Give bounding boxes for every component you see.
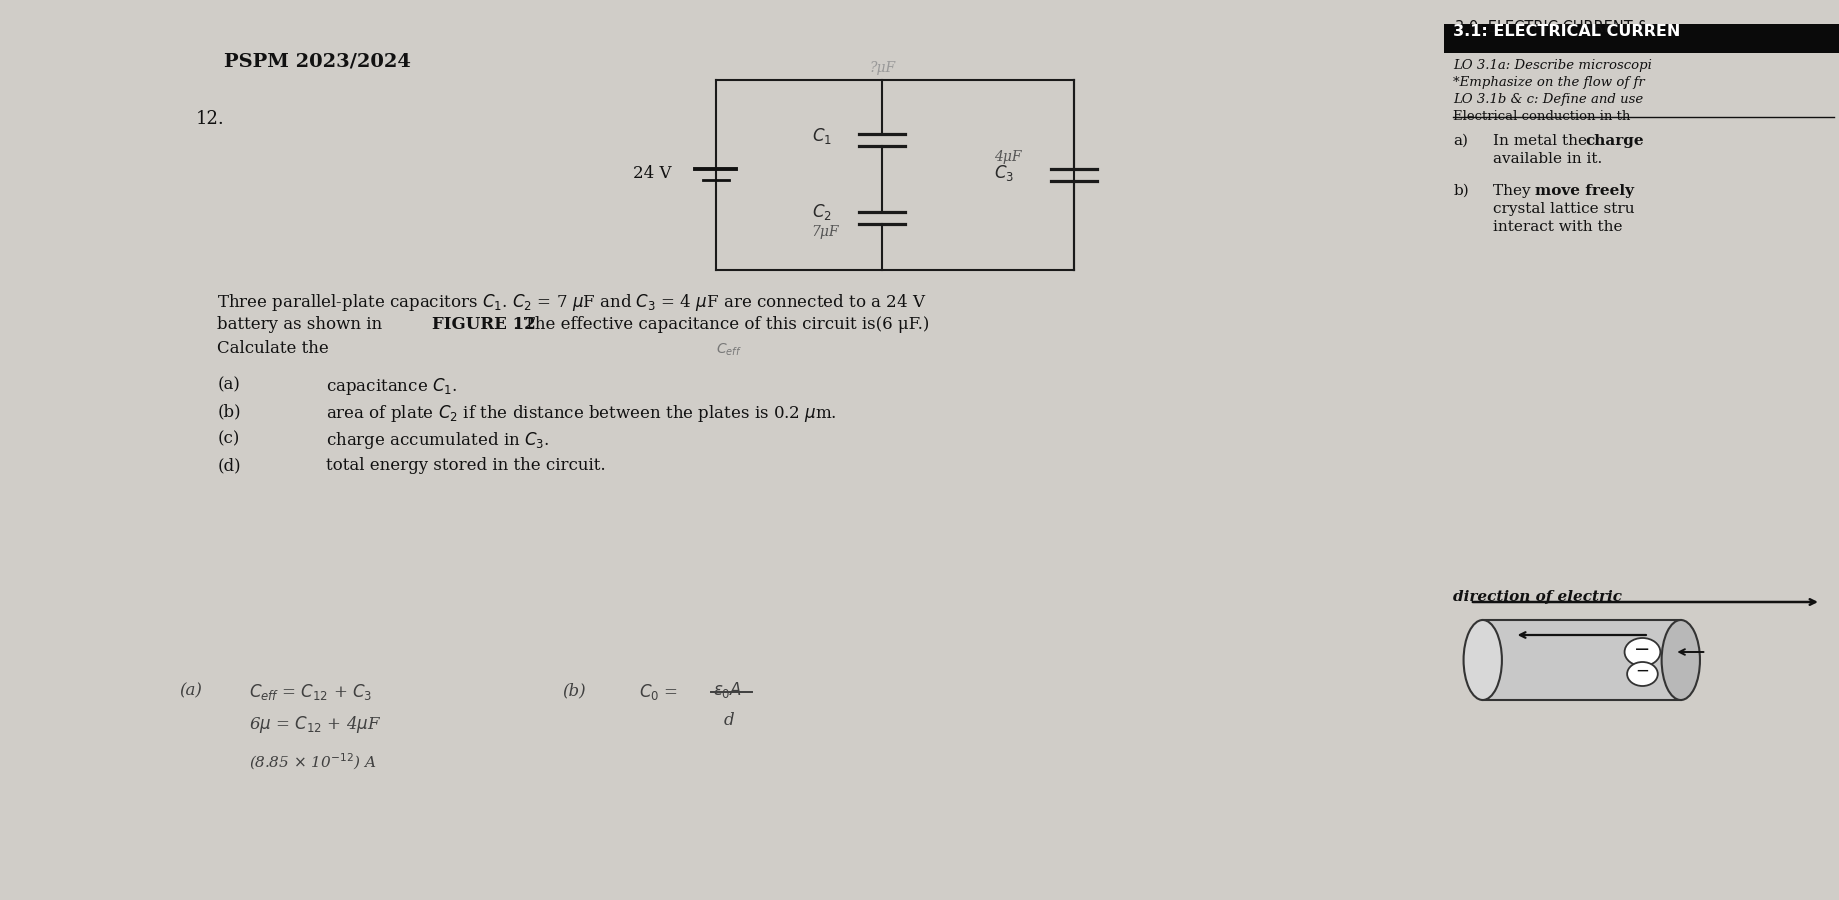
Text: move freely: move freely [1534, 184, 1633, 198]
Text: (a): (a) [217, 376, 241, 393]
Text: $C_0$ =: $C_0$ = [638, 682, 679, 702]
Text: $C_{eff}$ = $C_{12}$ + $C_3$: $C_{eff}$ = $C_{12}$ + $C_3$ [248, 682, 373, 702]
Text: Electrical conduction in th: Electrical conduction in th [1453, 110, 1629, 123]
Text: capacitance $C_1$.: capacitance $C_1$. [326, 376, 458, 397]
Text: (b): (b) [217, 403, 241, 420]
Text: Three parallel-plate capacitors $C_1$. $C_2$ = 7 $\mu$F and $C_3$ = 4 $\mu$F are: Three parallel-plate capacitors $C_1$. $… [217, 292, 927, 313]
Text: 4μF: 4μF [993, 150, 1021, 164]
Text: They: They [1491, 184, 1534, 198]
Text: 3.0: ELECTRIC CURRENT &: 3.0: ELECTRIC CURRENT & [1455, 20, 1648, 35]
Text: $C_2$: $C_2$ [811, 202, 831, 222]
Bar [1482, 620, 1679, 700]
Text: Calculate the: Calculate the [217, 340, 329, 357]
Text: $C_{eff}$: $C_{eff}$ [715, 342, 741, 358]
Text: direction of electric: direction of electric [1453, 590, 1622, 604]
Text: 12.: 12. [195, 110, 224, 128]
Text: −: − [1635, 662, 1648, 680]
Text: d: d [723, 712, 734, 729]
Text: battery as shown in                         . The effective capacitance of this : battery as shown in . The effective capa… [217, 316, 929, 333]
Text: a): a) [1453, 134, 1468, 148]
Text: b): b) [1453, 184, 1468, 198]
Text: (c): (c) [217, 430, 239, 447]
Bar [1444, 24, 1839, 53]
Text: 3.1: ELECTRICAL CURREN: 3.1: ELECTRICAL CURREN [1453, 24, 1679, 39]
Text: charge accumulated in $C_3$.: charge accumulated in $C_3$. [326, 430, 550, 451]
Text: LO 3.1b & c: Define and use: LO 3.1b & c: Define and use [1453, 93, 1642, 106]
Text: PSPM 2023/2024: PSPM 2023/2024 [224, 52, 410, 70]
Text: $C_3$: $C_3$ [993, 163, 1013, 183]
Ellipse shape [1462, 620, 1501, 700]
Circle shape [1624, 638, 1659, 666]
Text: ?μF: ?μF [868, 61, 896, 75]
Text: (b): (b) [563, 682, 587, 699]
Text: total energy stored in the circuit.: total energy stored in the circuit. [326, 457, 605, 474]
Text: FIGURE 12: FIGURE 12 [432, 316, 535, 333]
Text: −: − [1633, 640, 1650, 659]
Text: crystal lattice stru: crystal lattice stru [1491, 202, 1633, 216]
Text: In metal the: In metal the [1491, 134, 1591, 148]
Text: interact with the: interact with the [1491, 220, 1622, 234]
Circle shape [1626, 662, 1657, 686]
Text: area of plate $C_2$ if the distance between the plates is 0.2 $\mu$m.: area of plate $C_2$ if the distance betw… [326, 403, 837, 424]
Text: 6$\mu$ = $C_{12}$ + 4$\mu$F: 6$\mu$ = $C_{12}$ + 4$\mu$F [248, 714, 381, 735]
Text: (a): (a) [178, 682, 202, 699]
Text: (8.85 $\times$ 10$^{-12}$) A: (8.85 $\times$ 10$^{-12}$) A [248, 752, 377, 772]
Text: charge: charge [1583, 134, 1642, 148]
Ellipse shape [1661, 620, 1699, 700]
Text: LO 3.1a: Describe microscopi: LO 3.1a: Describe microscopi [1453, 59, 1651, 72]
Text: 7μF: 7μF [811, 225, 839, 239]
Text: $\varepsilon_0 A$: $\varepsilon_0 A$ [714, 680, 741, 700]
Text: *Emphasize on the flow of fr: *Emphasize on the flow of fr [1453, 76, 1644, 89]
Text: $C_1$: $C_1$ [811, 126, 831, 146]
Text: 24 V: 24 V [633, 166, 671, 183]
Text: available in it.: available in it. [1491, 152, 1602, 166]
Text: (d): (d) [217, 457, 241, 474]
